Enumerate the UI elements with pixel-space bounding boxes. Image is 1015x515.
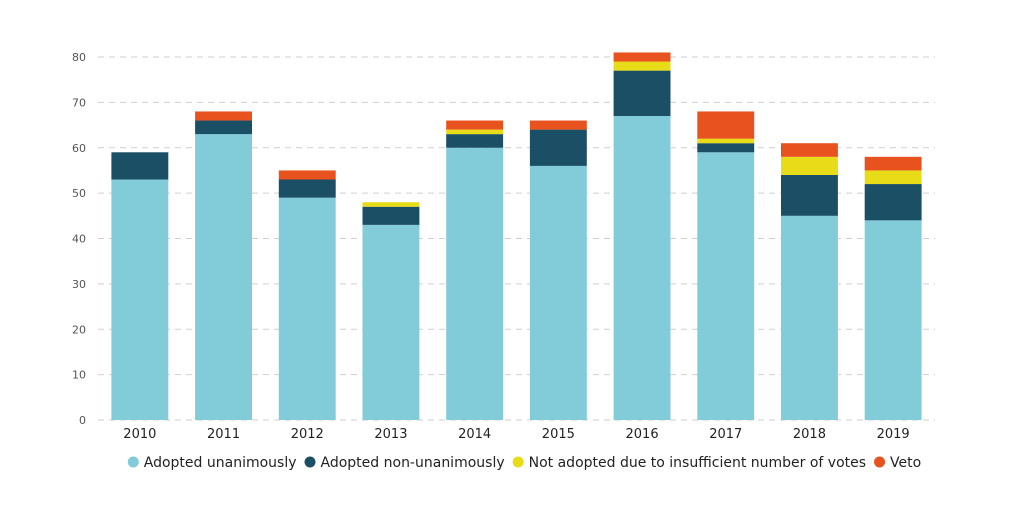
- bar-segment-2016-series-3: [613, 52, 671, 62]
- bar-segment-2016-series-2: [613, 61, 671, 71]
- legend-item-0: Adopted unanimously: [127, 455, 297, 471]
- x-tick-label: 2019: [877, 427, 910, 442]
- y-tick-label: 80: [72, 51, 86, 64]
- x-tick-label: 2011: [207, 427, 240, 442]
- y-tick-label: 10: [72, 369, 86, 382]
- y-tick-label: 40: [72, 233, 86, 246]
- bar-segment-2015-series-0: [529, 165, 587, 420]
- y-tick-label: 70: [72, 96, 86, 109]
- bar-segment-2016-series-1: [613, 70, 671, 116]
- legend-item-3: Veto: [874, 455, 921, 471]
- bar-segment-2017-series-2: [697, 138, 755, 144]
- bar-segment-2018-series-1: [780, 174, 838, 216]
- bar-segment-2019-series-0: [864, 220, 922, 420]
- legend-marker: [304, 456, 316, 468]
- legend-item-1: Adopted non-unanimously: [304, 455, 505, 471]
- bar-segment-2014-series-1: [446, 134, 504, 148]
- bar-segment-2011-series-1: [195, 120, 253, 135]
- legend-label: Adopted unanimously: [144, 455, 297, 471]
- bar-segment-2017-series-1: [697, 143, 755, 153]
- bar-segment-2010-series-0: [111, 179, 169, 420]
- x-tick-label: 2015: [542, 427, 575, 442]
- legend-marker: [127, 456, 139, 468]
- x-tick-label: 2018: [793, 427, 826, 442]
- bar-segment-2013-series-2: [362, 202, 420, 207]
- bar-segment-2017-series-3: [697, 111, 755, 139]
- axis-layer: 0 10 20 30 40 50 60 70 80 2010 2011 2012 2013 2014 201…: [72, 51, 910, 442]
- bars-layer: [111, 52, 922, 421]
- bar-segment-2017-series-0: [697, 152, 755, 420]
- x-tick-label: 2016: [626, 427, 659, 442]
- bar-segment-2018-series-0: [780, 215, 838, 420]
- y-tick-label: 20: [72, 323, 86, 336]
- bar-segment-2013-series-1: [362, 206, 420, 225]
- legend-label: Not adopted due to insufficient number o…: [529, 455, 866, 471]
- legend-label: Veto: [890, 455, 921, 471]
- legend-marker: [512, 456, 524, 468]
- bar-segment-2016-series-0: [613, 115, 671, 421]
- bar-segment-2013-series-0: [362, 224, 420, 420]
- x-tick-label: 2013: [374, 427, 407, 442]
- bar-segment-2015-series-1: [529, 129, 587, 166]
- legend-item-2: Not adopted due to insufficient number o…: [512, 455, 866, 471]
- legend-label: Adopted non-unanimously: [321, 455, 505, 471]
- x-tick-label: 2014: [458, 427, 491, 442]
- y-tick-label: 50: [72, 187, 86, 200]
- bar-segment-2012-series-3: [278, 170, 336, 180]
- y-tick-label: 60: [72, 142, 86, 155]
- bar-segment-2010-series-1: [111, 152, 169, 180]
- y-tick-label: 30: [72, 278, 86, 291]
- bar-segment-2019-series-1: [864, 184, 922, 221]
- bar-segment-2019-series-2: [864, 170, 922, 185]
- bar-segment-2011-series-0: [195, 134, 253, 420]
- x-tick-label: 2017: [709, 427, 742, 442]
- bar-segment-2012-series-0: [278, 197, 336, 420]
- x-tick-label: 2012: [291, 427, 324, 442]
- bar-segment-2014-series-2: [446, 129, 504, 135]
- bar-segment-2012-series-1: [278, 179, 336, 198]
- bar-segment-2018-series-3: [780, 143, 838, 157]
- legend: Adopted unanimously Adopted non-unanimous…: [127, 455, 921, 471]
- bar-segment-2019-series-3: [864, 156, 922, 171]
- x-tick-label: 2010: [123, 427, 156, 442]
- bar-segment-2011-series-3: [195, 111, 253, 121]
- bar-segment-2014-series-0: [446, 147, 504, 420]
- bar-segment-2015-series-3: [529, 120, 587, 130]
- legend-marker: [874, 456, 886, 468]
- bar-segment-2014-series-3: [446, 120, 504, 130]
- y-tick-label: 0: [79, 414, 86, 427]
- bar-segment-2018-series-2: [780, 156, 838, 175]
